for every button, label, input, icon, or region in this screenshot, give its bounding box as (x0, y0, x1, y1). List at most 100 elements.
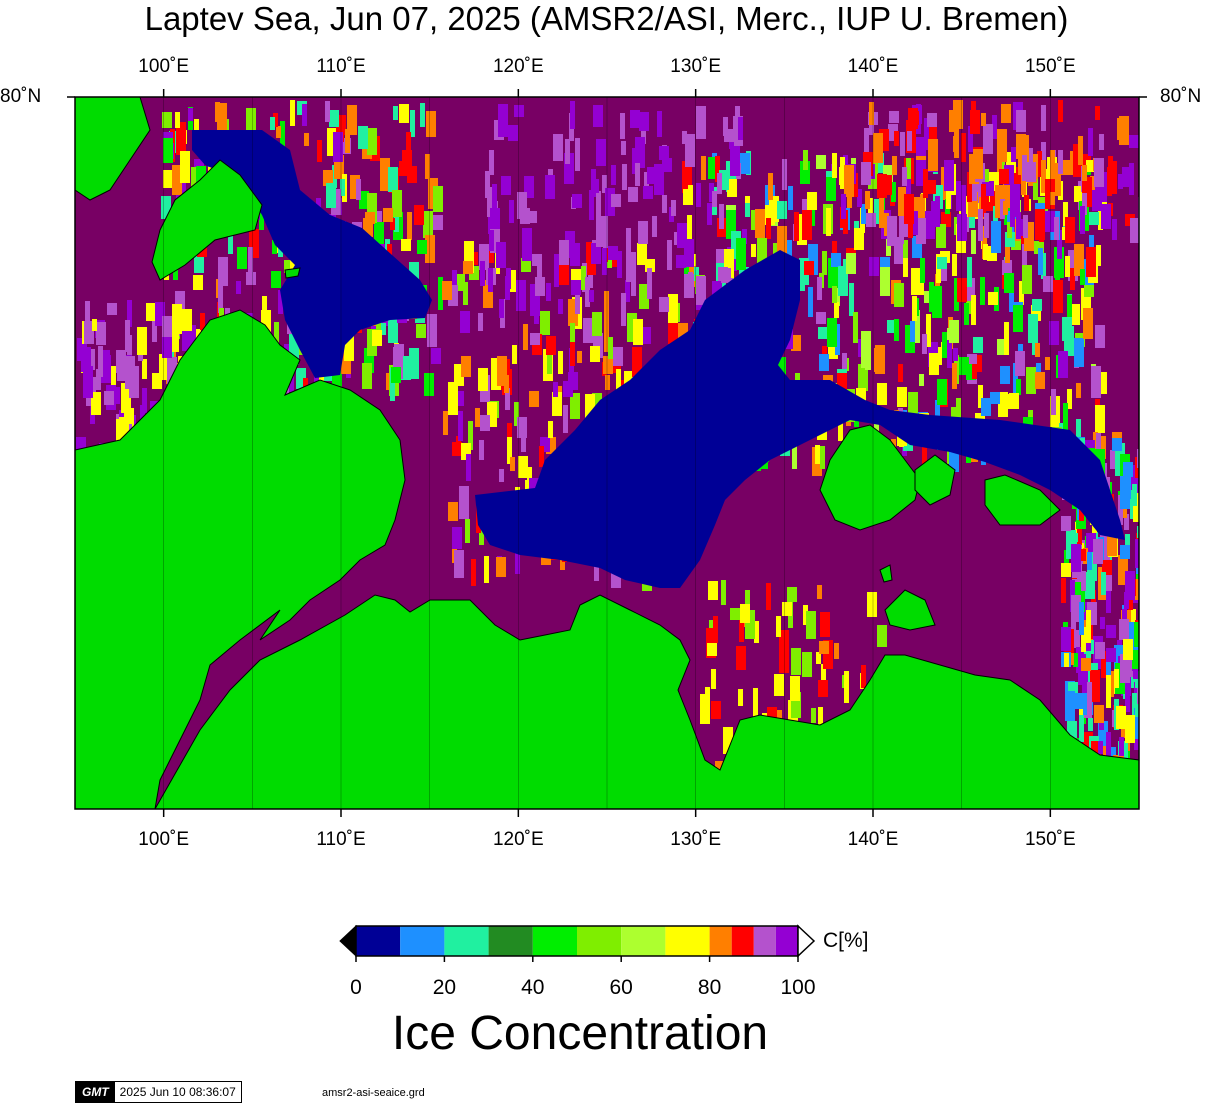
ice-cell (779, 643, 789, 673)
ice-cell (262, 296, 267, 324)
ice-cell (937, 257, 947, 269)
ice-cell (861, 343, 871, 370)
ice-cell (246, 108, 256, 140)
ice-cell (730, 608, 740, 620)
ice-cell (302, 104, 307, 126)
ice-cell (125, 320, 130, 352)
ice-cell (820, 446, 825, 469)
ice-cell (727, 179, 737, 197)
ice-cell (514, 402, 519, 426)
ice-cell (1107, 167, 1112, 196)
ice-cell (420, 103, 425, 127)
ice-cell (1130, 674, 1139, 688)
land-severnaya-zemlya (151, 159, 263, 281)
ice-cell (487, 402, 497, 427)
ice-cell (1070, 268, 1075, 290)
ice-cell (616, 369, 621, 396)
ice-cell (191, 167, 196, 197)
ice-cell (107, 303, 117, 315)
ice-cell (345, 129, 350, 153)
ice-cell (1067, 295, 1072, 317)
ice-cell (592, 312, 602, 336)
ice-cell (857, 189, 862, 207)
ice-cell (644, 172, 649, 188)
ice-cell (529, 391, 539, 407)
ice-cell (631, 280, 636, 296)
ice-cell (892, 156, 897, 175)
ice-cell (774, 674, 784, 696)
ice-cell (329, 110, 339, 127)
ice-cell (835, 324, 840, 355)
ice-cell (512, 345, 517, 364)
ice-cell (577, 351, 582, 363)
ice-cell (317, 140, 322, 162)
ice-cell (602, 175, 607, 193)
ice-cell (990, 191, 995, 206)
ice-cell (1022, 238, 1027, 269)
ice-cell (647, 268, 652, 299)
ice-cell (894, 283, 904, 307)
ice-cell (1139, 456, 1149, 473)
ice-cell (821, 664, 826, 682)
ice-cell (236, 281, 241, 294)
ice-cell (175, 112, 180, 128)
ice-cell (1083, 308, 1093, 339)
ice-cell (837, 373, 847, 394)
ice-cell (532, 254, 542, 266)
ice-cell (667, 240, 672, 270)
ice-cell (1118, 555, 1128, 585)
ice-cell (687, 215, 692, 247)
ice-cell (816, 155, 826, 169)
ice-cell (1132, 650, 1139, 669)
ice-cell (819, 354, 829, 371)
ice-cell (1095, 325, 1105, 348)
ice-cell (119, 417, 129, 440)
ice-cell (571, 280, 581, 295)
ice-cell (448, 502, 458, 521)
ice-cell (117, 367, 127, 381)
ice-cell (290, 100, 295, 126)
ice-cell (633, 319, 643, 345)
ice-cell (1005, 232, 1015, 247)
ice-cell (1087, 552, 1092, 570)
ice-cell (719, 204, 724, 229)
ice-cell (116, 350, 126, 373)
ice-cell (111, 366, 116, 387)
ice-cell (359, 191, 369, 209)
ice-cell (1106, 662, 1111, 678)
colorbar-bin (709, 926, 732, 956)
ice-cell (726, 210, 736, 239)
ice-cell (941, 212, 951, 227)
colorbar-tick-label: 0 (350, 976, 362, 999)
ice-cell (803, 150, 808, 170)
ice-cell (972, 364, 977, 379)
ice-cell (552, 392, 562, 416)
ice-cell (684, 274, 694, 298)
colorbar-bin (577, 926, 622, 956)
ice-cell (1124, 592, 1129, 609)
ice-cell (414, 205, 424, 225)
ice-cell (1003, 180, 1013, 208)
ice-cell (1061, 563, 1071, 577)
ice-cell (736, 238, 746, 270)
ice-cell (818, 327, 828, 339)
ice-cell (1102, 560, 1112, 575)
ice-cell (745, 203, 750, 217)
ice-cell (162, 316, 172, 337)
ice-cell (926, 314, 931, 347)
ice-cell (738, 689, 743, 706)
ice-cell (1101, 651, 1106, 678)
ice-cell (522, 228, 532, 261)
ice-cell (1119, 737, 1124, 756)
ice-cell (575, 138, 580, 171)
ice-cell (1129, 135, 1139, 148)
ice-cell (1096, 433, 1101, 462)
ice-cell (1064, 550, 1069, 574)
ice-cell (717, 173, 722, 194)
ice-cell (464, 241, 474, 273)
ice-cell (736, 646, 746, 670)
ice-cell (1013, 173, 1018, 187)
ice-cell (167, 357, 177, 385)
ice-cell (590, 346, 600, 362)
ice-cell (815, 445, 820, 464)
